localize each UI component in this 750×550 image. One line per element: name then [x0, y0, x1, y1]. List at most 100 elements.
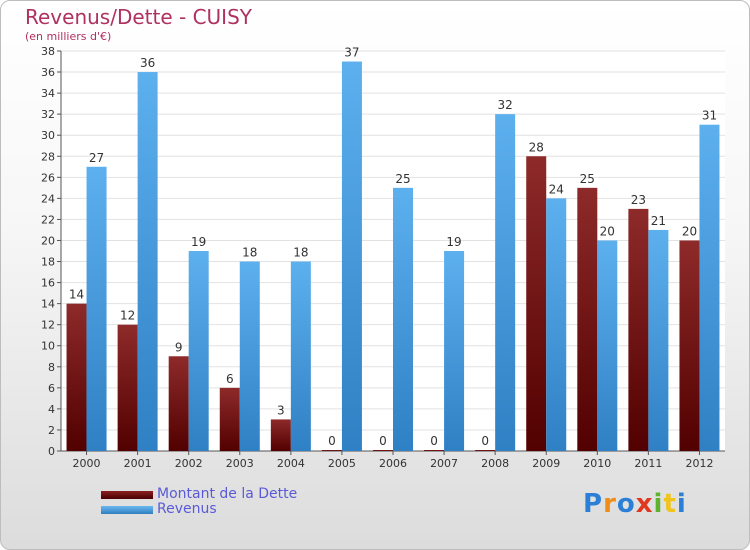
y-tick-label: 22 [41, 213, 55, 226]
bar-dette [526, 156, 547, 451]
data-label-revenus: 24 [549, 182, 564, 196]
data-label-revenus: 18 [293, 246, 308, 260]
bar-revenus [188, 251, 209, 451]
bar-revenus [597, 240, 618, 451]
data-label-revenus: 25 [395, 172, 410, 186]
data-label-dette: 25 [580, 172, 595, 186]
logo-letter: i [676, 489, 687, 519]
legend-label-revenus: Revenus [157, 501, 217, 517]
bar-dette [628, 208, 649, 451]
y-tick-label: 34 [41, 87, 55, 100]
x-tick-label: 2001 [124, 457, 152, 470]
bar-dette [321, 450, 342, 451]
bar-dette [117, 324, 138, 451]
logo-letter: P [583, 489, 604, 519]
data-label-dette: 0 [481, 434, 489, 448]
bar-revenus [444, 251, 465, 451]
bar-revenus [393, 187, 413, 451]
bar-revenus [699, 124, 720, 452]
bar-dette [679, 240, 700, 451]
proxiti-logo: Proxiti [583, 489, 687, 519]
y-tick-label: 18 [41, 256, 55, 269]
bar-revenus [137, 72, 158, 451]
bar-revenus [495, 114, 516, 451]
y-tick-label: 8 [48, 361, 55, 374]
legend-swatch-dette [101, 491, 153, 499]
y-tick-label: 20 [41, 234, 55, 247]
y-tick-label: 16 [41, 277, 55, 290]
bar-dette [475, 450, 496, 451]
data-label-revenus: 31 [702, 109, 717, 123]
x-tick-label: 2004 [277, 457, 305, 470]
x-tick-label: 2008 [481, 457, 509, 470]
x-tick-label: 2003 [226, 457, 254, 470]
data-label-revenus: 19 [191, 235, 206, 249]
legend-swatch-revenus [101, 506, 153, 514]
bar-dette [168, 356, 189, 451]
bar-revenus [239, 261, 260, 451]
logo-letter: r [603, 489, 617, 519]
x-tick-label: 2006 [379, 457, 407, 470]
data-label-dette: 23 [631, 193, 646, 207]
y-tick-label: 6 [48, 382, 55, 395]
data-label-revenus: 36 [140, 56, 155, 70]
y-tick-label: 12 [41, 319, 55, 332]
x-tick-label: 2002 [175, 457, 203, 470]
data-label-revenus: 18 [242, 246, 257, 260]
x-tick-label: 2000 [73, 457, 101, 470]
bar-revenus [546, 198, 567, 451]
data-label-dette: 0 [379, 434, 387, 448]
y-tick-label: 38 [41, 45, 55, 58]
x-tick-label: 2012 [685, 457, 713, 470]
y-tick-label: 30 [41, 129, 55, 142]
data-label-revenus: 27 [89, 151, 104, 165]
data-label-dette: 14 [69, 288, 84, 302]
bar-dette [373, 450, 393, 451]
bar-dette [219, 387, 240, 451]
logo-letter: x [635, 489, 654, 519]
bar-revenus [341, 61, 362, 452]
data-label-dette: 6 [226, 372, 234, 386]
logo-letter: i [653, 489, 664, 519]
data-label-dette: 0 [328, 434, 336, 448]
data-label-revenus: 21 [651, 214, 666, 228]
y-tick-label: 10 [41, 340, 55, 353]
y-tick-label: 32 [41, 108, 55, 121]
logo-letter: o [616, 489, 636, 519]
y-tick-label: 2 [48, 424, 55, 437]
bar-dette [66, 303, 87, 451]
bar-dette [577, 187, 598, 451]
data-label-dette: 28 [529, 140, 544, 154]
x-tick-label: 2007 [430, 457, 458, 470]
bar-revenus [86, 166, 107, 451]
data-label-revenus: 32 [498, 98, 513, 112]
legend-label-dette: Montant de la Dette [157, 486, 298, 502]
data-label-dette: 20 [682, 224, 697, 238]
chart-subtitle: (en milliers d'€) [25, 30, 112, 43]
y-tick-label: 26 [41, 171, 55, 184]
data-label-dette: 12 [120, 309, 135, 323]
bar-revenus [290, 261, 311, 451]
bar-dette [424, 450, 445, 451]
y-tick-label: 14 [41, 298, 55, 311]
chart-title: Revenus/Dette - CUISY [25, 5, 252, 29]
bar-dette [270, 419, 291, 451]
y-tick-label: 36 [41, 66, 55, 79]
data-label-dette: 9 [175, 340, 183, 354]
data-label-dette: 3 [277, 403, 285, 417]
y-tick-label: 4 [48, 403, 55, 416]
logo-letter: t [663, 489, 677, 519]
data-label-dette: 0 [430, 434, 438, 448]
x-tick-label: 2009 [532, 457, 560, 470]
bar-revenus [648, 229, 669, 451]
x-tick-label: 2011 [634, 457, 662, 470]
y-tick-label: 0 [48, 445, 55, 458]
data-label-revenus: 37 [344, 46, 359, 60]
y-tick-label: 24 [41, 192, 55, 205]
x-tick-label: 2010 [583, 457, 611, 470]
x-tick-label: 2005 [328, 457, 356, 470]
data-label-revenus: 19 [446, 235, 461, 249]
data-label-revenus: 20 [600, 224, 615, 238]
